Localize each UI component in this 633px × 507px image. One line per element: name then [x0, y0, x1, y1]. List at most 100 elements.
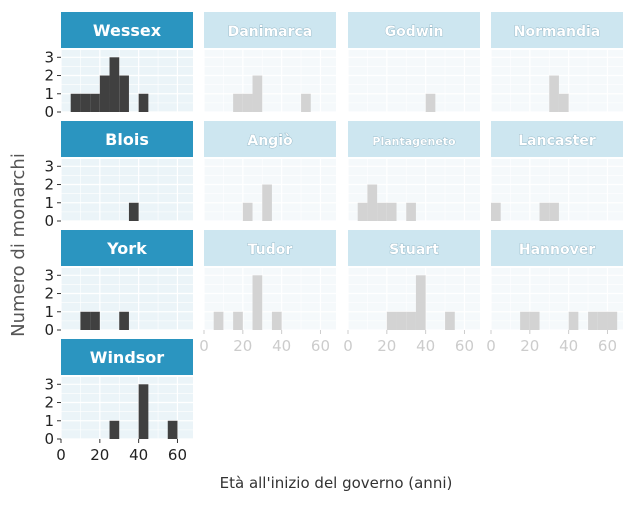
histogram-bar-stuart: [396, 311, 407, 330]
x-tick-label: 60: [311, 337, 330, 355]
x-tick-label: 40: [272, 337, 291, 355]
histogram-bar-hannover: [520, 311, 530, 330]
y-tick-label: 2: [44, 176, 54, 194]
histogram-bar-wessex: [80, 93, 91, 112]
x-tick-label: 20: [520, 337, 539, 355]
facet-strip-hannover: [491, 230, 623, 266]
histogram-bar-lancaster: [539, 202, 550, 221]
histogram-bar-danimarca: [233, 93, 243, 112]
facet-plantageneto: Plantageneto: [347, 121, 480, 222]
facet-title-danimarca: Danimarca: [228, 24, 313, 40]
histogram-bar-wessex: [109, 57, 120, 112]
facet-title-normandia: Normandia: [514, 24, 601, 40]
histogram-bar-plantageneto: [406, 202, 416, 221]
y-tick-label: 3: [44, 266, 54, 284]
facet-normandia: Normandia: [490, 12, 623, 113]
plot-background-godwin: [348, 50, 480, 112]
histogram-bar-wessex: [70, 93, 81, 112]
x-tick-label: 20: [377, 337, 396, 355]
facet-title-plantageneto: Plantageneto: [372, 135, 456, 148]
plot-background-danimarca: [204, 50, 336, 112]
facet-lancaster: Lancaster: [490, 121, 623, 222]
histogram-bar-tudor: [213, 311, 224, 330]
histogram-bar-tudor: [271, 311, 282, 330]
x-tick-label: 0: [199, 337, 209, 355]
facet-title-lancaster: Lancaster: [518, 133, 596, 149]
histogram-bar-normandia: [558, 93, 569, 112]
histogram-bar-wessex: [90, 93, 100, 112]
facet-tudor: Tudor 0 20 40 60: [199, 230, 336, 355]
facet-strip-wessex: [61, 12, 193, 48]
facet-title-blois: Blois: [105, 130, 149, 149]
x-tick-label: 20: [90, 446, 109, 464]
facet-strip-normandia: [491, 12, 623, 48]
y-tick-label: 2: [44, 285, 54, 303]
x-tick-label: 40: [559, 337, 578, 355]
facet-danimarca: Danimarca: [203, 12, 336, 113]
histogram-bar-stuart: [406, 311, 416, 330]
facet-title-york: York: [106, 239, 147, 258]
y-tick-label: 2: [44, 67, 54, 85]
facet-angio: Angiò: [203, 121, 336, 222]
histogram-bar-hannover: [597, 311, 608, 330]
facet-strip-windsor: [61, 339, 193, 375]
facet-stuart: Stuart 0 20 40 60: [343, 230, 480, 355]
facet-title-hannover: Hannover: [519, 242, 595, 258]
x-axis-label: Età all'inizio del governo (anni): [220, 474, 453, 492]
facet-title-wessex: Wessex: [93, 21, 162, 40]
y-tick-label: 1: [44, 303, 54, 321]
histogram-bar-godwin: [425, 93, 436, 112]
histogram-bar-lancaster: [491, 202, 501, 221]
x-tick-label: 40: [129, 446, 148, 464]
facet-strip-godwin: [348, 12, 480, 48]
facet-title-stuart: Stuart: [389, 242, 439, 258]
facet-strip-angio: [204, 121, 336, 157]
y-tick-label: 0: [44, 321, 54, 339]
x-tick-label: 60: [455, 337, 474, 355]
facet-strip-danimarca: [204, 12, 336, 48]
histogram-bar-wessex: [138, 93, 149, 112]
histogram-bar-york: [119, 311, 129, 330]
histogram-bar-wessex: [119, 75, 129, 112]
histogram-bar-angio: [262, 184, 272, 221]
x-tick-label: 40: [416, 337, 435, 355]
histogram-bar-stuart: [415, 275, 426, 330]
histogram-bar-lancaster: [549, 202, 559, 221]
x-tick-label: 0: [486, 337, 496, 355]
x-tick-label: 0: [56, 446, 66, 464]
histogram-bar-stuart: [445, 311, 455, 330]
histogram-bar-hannover: [529, 311, 540, 330]
y-tick-label: 3: [44, 375, 54, 393]
facet-strip-blois: [61, 121, 193, 157]
y-tick-label: 0: [44, 212, 54, 230]
facet-strip-plantageneto: [348, 121, 480, 157]
y-tick-label: 1: [44, 194, 54, 212]
histogram-bar-windsor: [138, 384, 149, 439]
histogram-bar-tudor: [252, 275, 263, 330]
y-tick-label: 1: [44, 85, 54, 103]
histogram-bar-tudor: [233, 311, 243, 330]
facet-title-windsor: Windsor: [90, 348, 164, 367]
histogram-bar-york: [90, 311, 100, 330]
facet-title-godwin: Godwin: [385, 24, 444, 40]
histogram-bar-york: [80, 311, 91, 330]
x-tick-label: 20: [233, 337, 252, 355]
histogram-bar-angio: [242, 202, 253, 221]
y-axis-label: Numero di monarchi: [8, 153, 29, 337]
histogram-bar-hannover: [588, 311, 598, 330]
histogram-bar-hannover: [568, 311, 579, 330]
histogram-bar-danimarca: [242, 93, 253, 112]
y-tick-label: 3: [44, 157, 54, 175]
y-tick-label: 2: [44, 394, 54, 412]
facet-title-angio: Angiò: [247, 133, 293, 149]
histogram-bar-plantageneto: [377, 202, 387, 221]
histogram-bar-blois: [128, 202, 139, 221]
y-tick-label: 3: [44, 48, 54, 66]
x-tick-label: 0: [343, 337, 353, 355]
histogram-bar-plantageneto: [386, 202, 397, 221]
facet-strip-york: [61, 230, 193, 266]
